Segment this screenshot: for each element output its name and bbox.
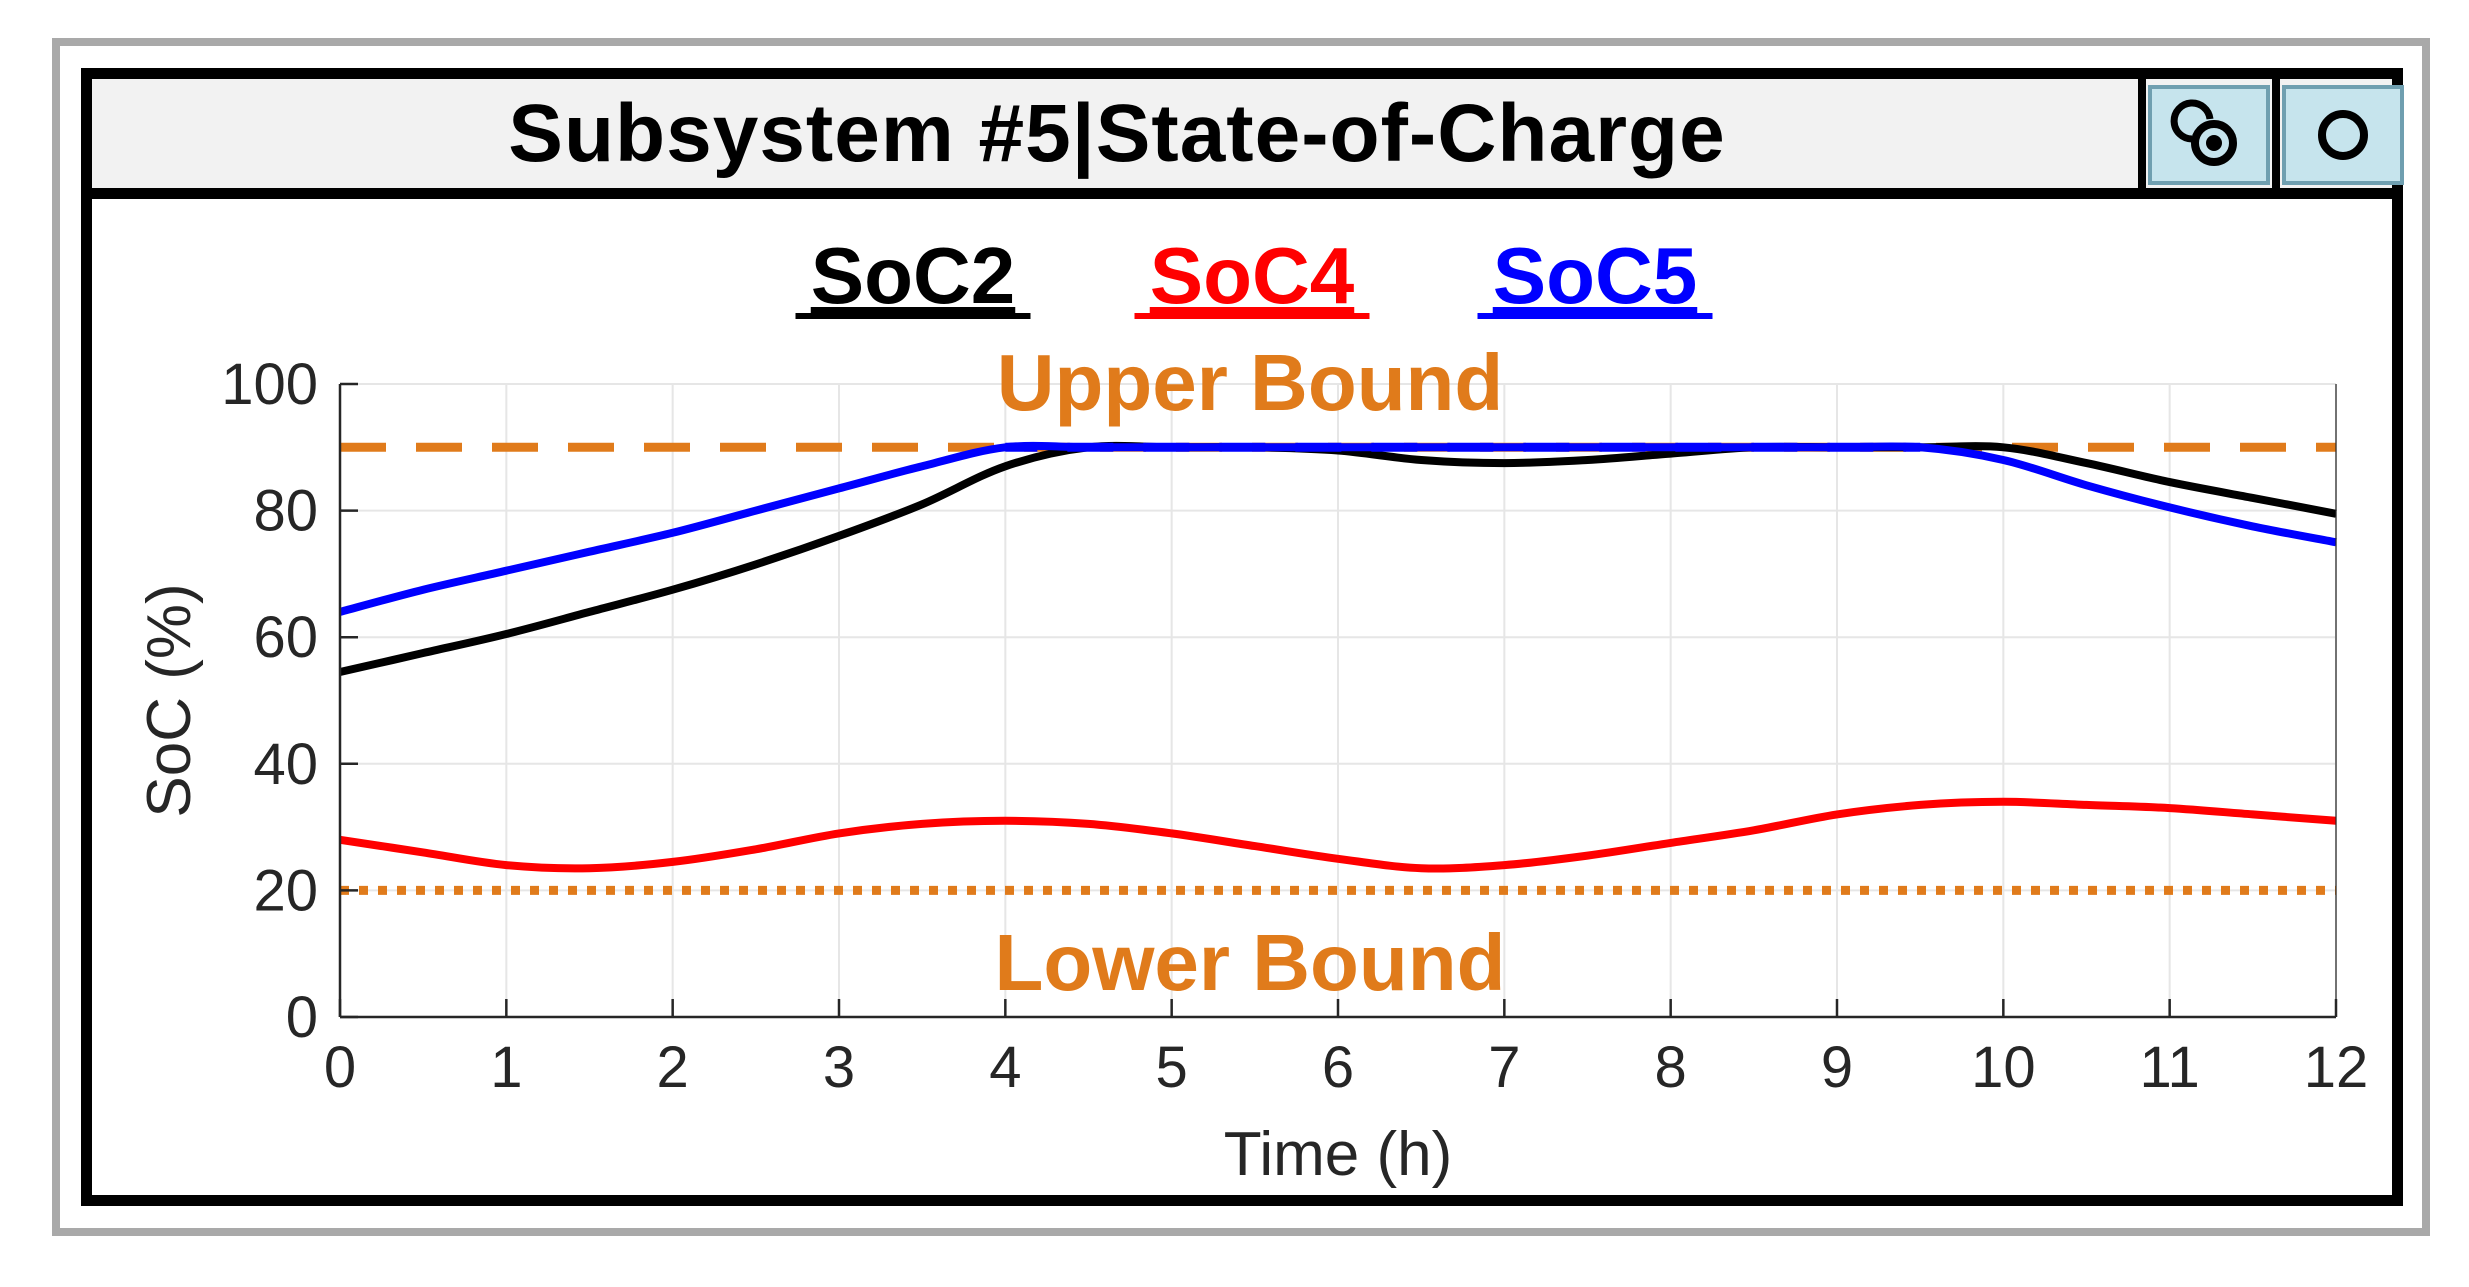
x-tick-label: 8 bbox=[1655, 1035, 1687, 1100]
x-tick-label: 5 bbox=[1156, 1035, 1188, 1100]
y-tick-label: 80 bbox=[253, 479, 318, 544]
axes bbox=[338, 382, 2338, 1019]
y-axis-label: SoC (%) bbox=[135, 583, 204, 817]
y-tick-label: 60 bbox=[253, 605, 318, 670]
upper-bound-label: Upper Bound bbox=[997, 338, 1504, 427]
labels: Time (h) SoC (%) Upper Bound Lower Bound SoC… bbox=[135, 231, 1713, 1189]
x-tick-label: 11 bbox=[2140, 1035, 2200, 1100]
y-tick-label: 0 bbox=[286, 985, 318, 1050]
x-tick-label: 3 bbox=[823, 1035, 855, 1100]
x-tick-label: 6 bbox=[1322, 1035, 1354, 1100]
legend-entry-soc5: SoC5 bbox=[1493, 231, 1698, 320]
legend-entry-soc2: SoC2 bbox=[811, 231, 1016, 320]
legend-entry-soc4: SoC4 bbox=[1150, 231, 1355, 320]
x-tick-label: 2 bbox=[657, 1035, 689, 1100]
x-tick-label: 9 bbox=[1821, 1035, 1853, 1100]
y-tick-label: 20 bbox=[253, 858, 318, 923]
x-tick-label: 1 bbox=[490, 1035, 522, 1100]
lower-bound-label: Lower Bound bbox=[994, 918, 1505, 1007]
series-lines bbox=[338, 441, 2337, 873]
series-line-soc4 bbox=[339, 797, 2337, 873]
options-button[interactable] bbox=[2282, 85, 2404, 185]
title-separator bbox=[2138, 79, 2146, 188]
x-axis-label: Time (h) bbox=[1224, 1120, 1452, 1189]
pin-button[interactable] bbox=[2148, 85, 2270, 185]
x-tick-label: 12 bbox=[2304, 1035, 2369, 1100]
window-title: Subsystem #5|State-of-Charge bbox=[508, 88, 1726, 179]
x-tick-label: 7 bbox=[1488, 1035, 1520, 1100]
circle-icon bbox=[2318, 110, 2368, 160]
title-bar: Subsystem #5|State-of-Charge bbox=[92, 79, 2404, 199]
x-tick-label: 0 bbox=[324, 1035, 356, 1100]
x-tick-label: 4 bbox=[989, 1035, 1021, 1100]
title-separator bbox=[2272, 79, 2280, 188]
y-tick-label: 40 bbox=[253, 732, 318, 797]
y-tick-label: 100 bbox=[221, 352, 318, 417]
x-tick-label: 10 bbox=[1971, 1035, 2036, 1100]
window-outer-frame bbox=[52, 38, 2430, 1236]
pin-icon bbox=[2170, 99, 2237, 166]
